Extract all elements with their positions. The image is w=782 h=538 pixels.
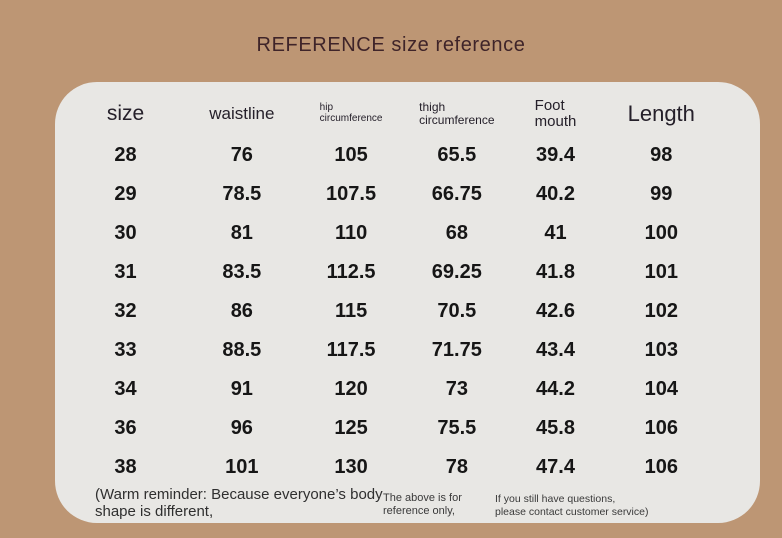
size-cell: 34 <box>114 378 137 400</box>
thigh-circumference-cell: 75.5 <box>437 417 477 439</box>
size-table-card: size waistline hip circumference thigh c… <box>55 82 760 523</box>
reference-only-note: The above is for reference only, <box>383 492 462 517</box>
foot-mouth-cell: 41.8 <box>536 261 575 283</box>
foot-mouth-cell: 43.4 <box>536 339 575 361</box>
waistline-cell: 78.5 <box>222 183 262 205</box>
column-header-length: Length <box>612 101 711 127</box>
table-row: 36 96 125 75.5 45.8 106 <box>55 409 760 448</box>
thigh-circumference-cell: 65.5 <box>437 144 477 166</box>
table-header-row: size waistline hip circumference thigh c… <box>55 92 760 136</box>
column-header-size: size <box>55 102 196 126</box>
size-cell: 29 <box>114 183 137 205</box>
table-row: 34 91 120 73 44.2 104 <box>55 370 760 409</box>
column-header-label: Length <box>627 101 695 126</box>
length-cell: 98 <box>650 144 673 166</box>
waistline-cell: 86 <box>230 300 253 322</box>
column-header-label: size <box>106 102 145 125</box>
size-cell: 31 <box>114 261 137 283</box>
hip-circumference-cell: 117.5 <box>326 339 376 361</box>
table-body: 28 76 105 65.5 39.4 98 29 78.5 107.5 66.… <box>55 136 760 487</box>
length-cell: 106 <box>644 456 678 478</box>
waistline-cell: 91 <box>230 378 253 400</box>
warm-reminder-note: (Warm reminder: Because everyone’s body … <box>95 486 383 520</box>
column-header-label: hip circumference <box>319 102 383 124</box>
thigh-circumference-cell: 70.5 <box>437 300 477 322</box>
waistline-cell: 96 <box>230 417 253 439</box>
foot-mouth-cell: 42.6 <box>536 300 575 322</box>
thigh-circumference-cell: 66.75 <box>431 183 482 205</box>
page-title: REFERENCE size reference <box>256 34 526 56</box>
length-cell: 106 <box>644 417 678 439</box>
size-cell: 28 <box>114 144 137 166</box>
thigh-circumference-cell: 69.25 <box>431 261 482 283</box>
foot-mouth-cell: 44.2 <box>536 378 575 400</box>
length-cell: 100 <box>644 222 678 244</box>
contact-service-note: If you still have questions, please cont… <box>495 493 649 518</box>
waistline-cell: 83.5 <box>222 261 262 283</box>
length-cell: 102 <box>644 300 678 322</box>
thigh-circumference-cell: 71.75 <box>431 339 482 361</box>
length-cell: 104 <box>644 378 678 400</box>
hip-circumference-cell: 105 <box>334 144 368 166</box>
table-row: 38 101 130 78 47.4 106 <box>55 448 760 487</box>
length-cell: 103 <box>644 339 678 361</box>
size-cell: 36 <box>114 417 137 439</box>
foot-mouth-cell: 45.8 <box>536 417 575 439</box>
waistline-cell: 88.5 <box>222 339 262 361</box>
column-header-hip-circumference: hip circumference <box>288 102 415 125</box>
size-cell: 32 <box>114 300 137 322</box>
length-cell: 99 <box>650 183 673 205</box>
table-row: 33 88.5 117.5 71.75 43.4 103 <box>55 331 760 370</box>
table-row: 30 81 110 68 41 100 <box>55 214 760 253</box>
table-row: 28 76 105 65.5 39.4 98 <box>55 136 760 175</box>
size-cell: 33 <box>114 339 137 361</box>
column-header-label: waistline <box>209 104 275 123</box>
hip-circumference-cell: 120 <box>334 378 368 400</box>
hip-circumference-cell: 112.5 <box>326 261 376 283</box>
column-header-label: Foot mouth <box>534 96 577 130</box>
column-header-thigh-circumference: thigh circumference <box>415 101 500 127</box>
waistline-cell: 81 <box>230 222 253 244</box>
table-row: 32 86 115 70.5 42.6 102 <box>55 292 760 331</box>
thigh-circumference-cell: 68 <box>445 222 468 244</box>
waistline-cell: 101 <box>225 456 259 478</box>
size-cell: 38 <box>114 456 137 478</box>
size-cell: 30 <box>114 222 137 244</box>
column-header-foot-mouth: Foot mouth <box>499 96 612 130</box>
length-cell: 101 <box>644 261 678 283</box>
hip-circumference-cell: 110 <box>334 222 368 244</box>
waistline-cell: 76 <box>230 144 253 166</box>
table-row: 29 78.5 107.5 66.75 40.2 99 <box>55 175 760 214</box>
hip-circumference-cell: 115 <box>334 300 368 322</box>
foot-mouth-cell: 39.4 <box>536 144 575 166</box>
thigh-circumference-cell: 78 <box>445 456 468 478</box>
thigh-circumference-cell: 73 <box>445 378 468 400</box>
foot-mouth-cell: 47.4 <box>536 456 575 478</box>
foot-mouth-cell: 40.2 <box>536 183 575 205</box>
hip-circumference-cell: 107.5 <box>326 183 377 205</box>
column-header-waistline: waistline <box>196 104 288 124</box>
foot-mouth-cell: 41 <box>544 222 567 244</box>
hip-circumference-cell: 130 <box>334 456 368 478</box>
column-header-label: thigh circumference <box>419 100 495 127</box>
hip-circumference-cell: 125 <box>334 417 368 439</box>
table-row: 31 83.5 112.5 69.25 41.8 101 <box>55 253 760 292</box>
